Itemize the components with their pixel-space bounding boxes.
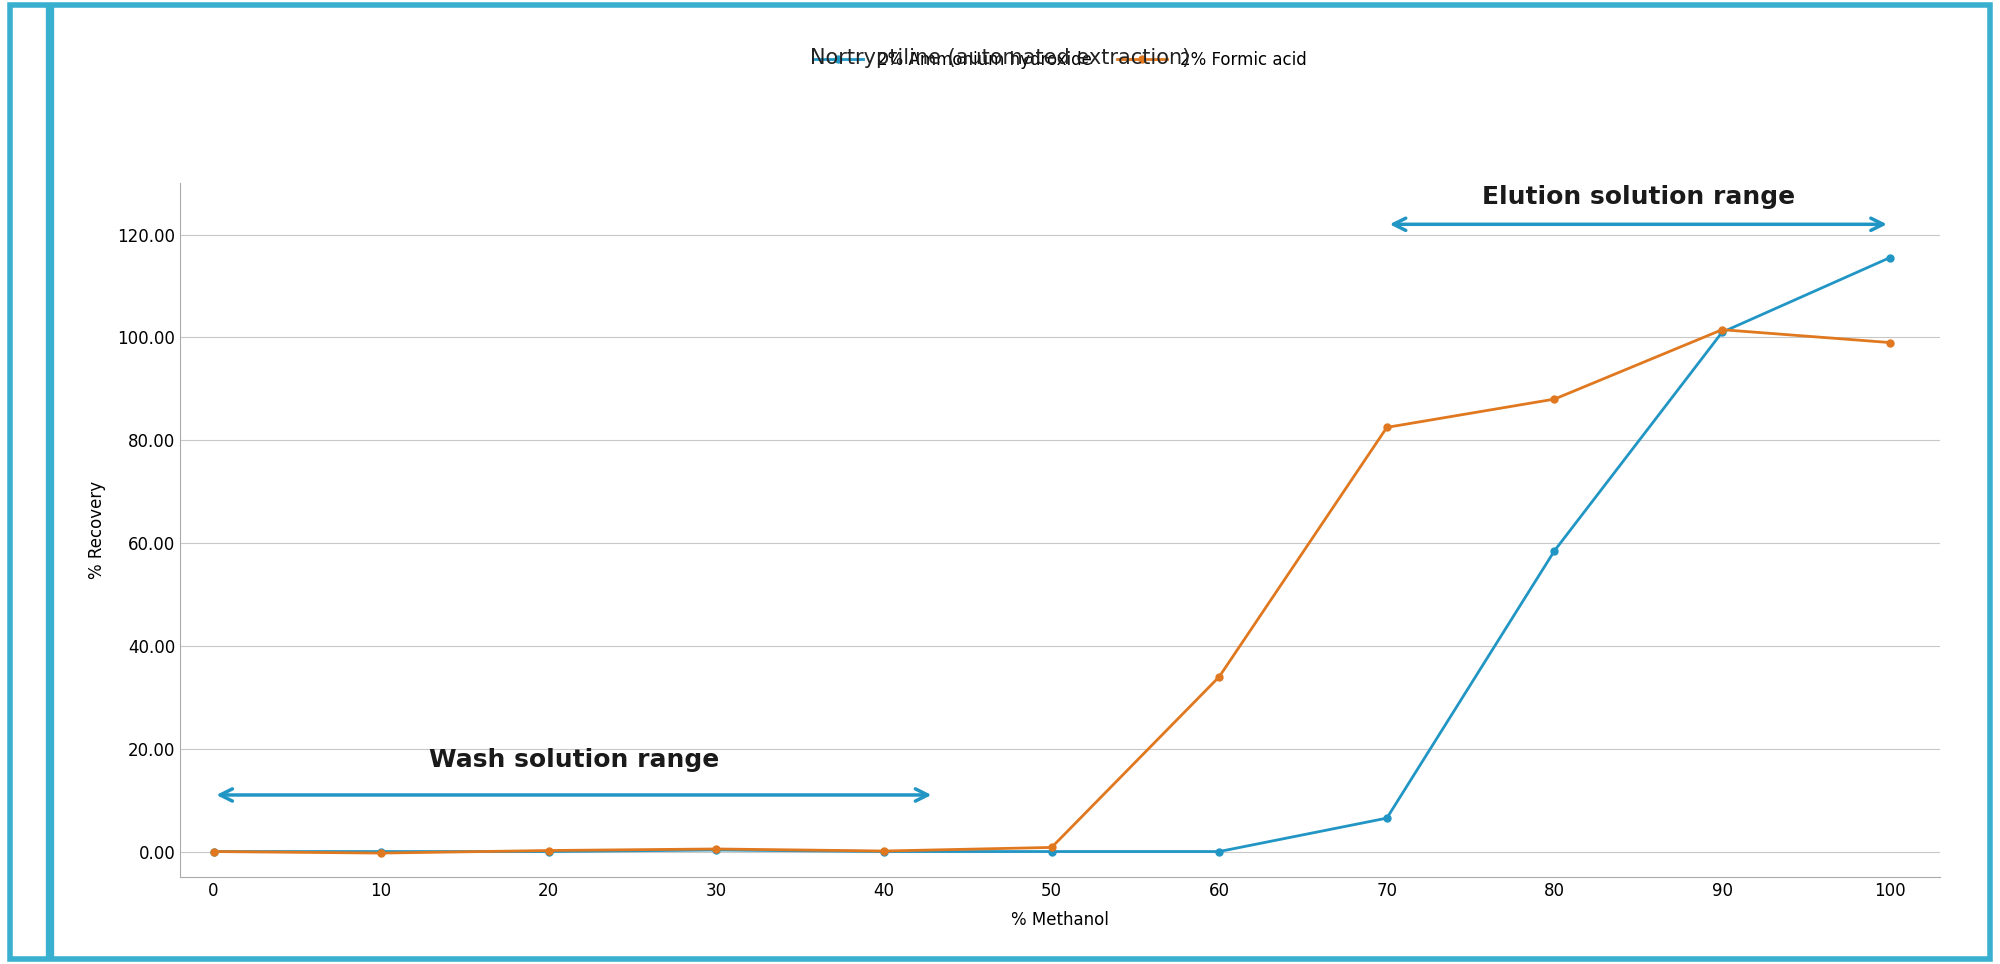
2% Ammonium hydroxide <box>1208 845 1232 857</box>
Line: 2% Ammonium hydroxide: 2% Ammonium hydroxide <box>210 254 1894 855</box>
2% Formic acid <box>704 844 728 855</box>
2% Ammonium hydroxide <box>202 845 226 857</box>
2% Ammonium hydroxide <box>536 845 560 857</box>
Line: 2% Formic acid: 2% Formic acid <box>210 326 1894 857</box>
2% Formic acid <box>1710 324 1734 335</box>
2% Formic acid <box>1542 393 1566 405</box>
2% Formic acid <box>202 845 226 857</box>
2% Ammonium hydroxide <box>1542 545 1566 556</box>
2% Formic acid <box>1208 671 1232 683</box>
2% Formic acid <box>1374 421 1398 433</box>
2% Formic acid <box>1878 336 1902 348</box>
2% Formic acid <box>536 844 560 856</box>
2% Ammonium hydroxide <box>872 845 896 857</box>
2% Formic acid <box>872 845 896 857</box>
Y-axis label: % Recovery: % Recovery <box>88 481 106 579</box>
2% Ammonium hydroxide <box>1374 813 1398 824</box>
X-axis label: % Methanol: % Methanol <box>1012 911 1108 929</box>
Legend: 2% Ammonium hydroxide, 2% Formic acid: 2% Ammonium hydroxide, 2% Formic acid <box>806 44 1314 76</box>
2% Ammonium hydroxide <box>1710 327 1734 338</box>
Text: Elution solution range: Elution solution range <box>1482 185 1794 209</box>
Text: Nortryptiline (automated extraction): Nortryptiline (automated extraction) <box>810 48 1190 67</box>
2% Ammonium hydroxide <box>370 845 394 857</box>
Text: Wash solution range: Wash solution range <box>428 748 720 772</box>
2% Formic acid <box>370 847 394 859</box>
2% Ammonium hydroxide <box>1040 845 1064 857</box>
2% Ammonium hydroxide <box>704 844 728 856</box>
2% Formic acid <box>1040 842 1064 853</box>
2% Ammonium hydroxide <box>1878 252 1902 263</box>
